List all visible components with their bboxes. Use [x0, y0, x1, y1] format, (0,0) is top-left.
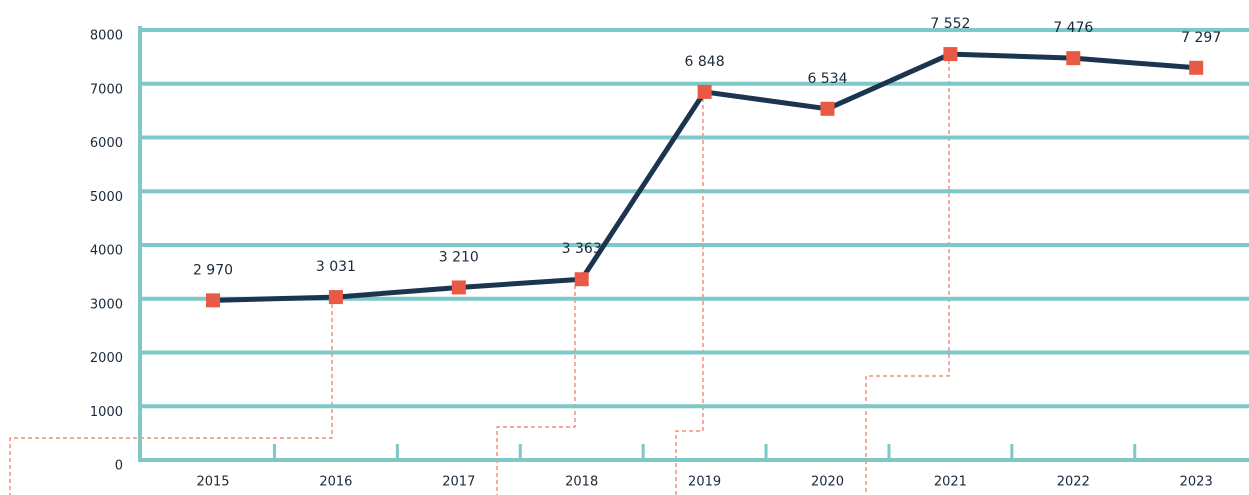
point-marker	[328, 290, 343, 305]
data-label: 2 970	[193, 262, 233, 278]
y-tick-label: 6000	[90, 136, 123, 151]
data-label: 7 297	[1181, 30, 1221, 46]
connector-lines	[9, 53, 950, 495]
point-marker	[206, 293, 220, 308]
y-tick-label: 3000	[90, 297, 123, 312]
data-label: 7 476	[1053, 20, 1093, 36]
point-marker	[943, 47, 958, 62]
point-marker	[1189, 60, 1204, 75]
y-tick-label: 4000	[90, 244, 123, 259]
x-tick-label: 2021	[934, 475, 967, 490]
point-marker	[820, 101, 835, 116]
connector	[9, 297, 333, 495]
x-tick-label: 2023	[1180, 475, 1213, 490]
point-marker	[574, 272, 589, 287]
data-label: 7 552	[930, 16, 970, 32]
x-tick-label: 2018	[565, 475, 598, 490]
x-tick-label: 2016	[319, 475, 352, 490]
connector	[675, 91, 704, 495]
x-tick-label: 2020	[811, 475, 844, 490]
y-tick-label: 7000	[90, 82, 123, 97]
x-tick-label: 2019	[688, 475, 721, 490]
x-tick-label: 2022	[1057, 475, 1090, 490]
data-label: 3 210	[439, 249, 479, 265]
x-tick-label: 2017	[442, 475, 475, 490]
x-tick-label: 2015	[196, 475, 229, 490]
connector	[865, 53, 950, 495]
y-tick-label: 8000	[90, 29, 123, 44]
y-tick-label: 2000	[90, 351, 123, 366]
data-label: 6 534	[807, 71, 847, 87]
connector	[496, 278, 576, 495]
data-label: 6 848	[685, 54, 725, 70]
point-marker	[451, 280, 466, 295]
y-tick-label: 0	[115, 459, 123, 474]
data-label: 3 031	[316, 259, 356, 275]
y-tick-label: 5000	[90, 190, 123, 205]
y-tick-label: 1000	[90, 405, 123, 420]
data-label: 3 363	[562, 241, 602, 257]
point-marker	[697, 84, 712, 99]
point-marker	[1066, 51, 1081, 66]
